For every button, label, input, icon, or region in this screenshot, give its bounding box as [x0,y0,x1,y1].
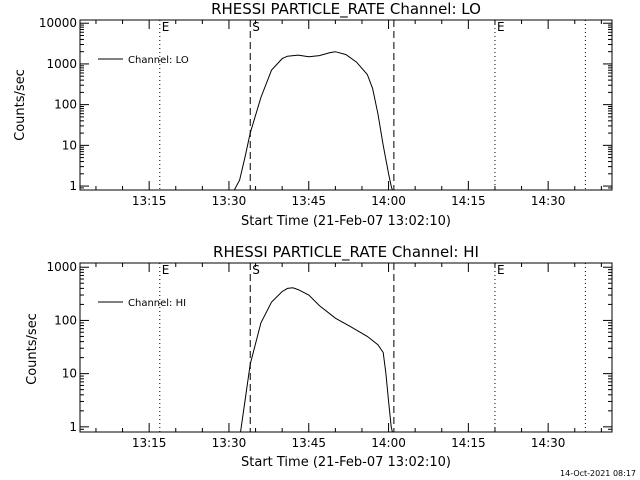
series-line [233,51,393,190]
x-tick-label: 13:30 [212,194,247,208]
y-tick-label: 1 [69,420,77,434]
x-tick-label: 14:15 [451,194,486,208]
chart-panel-1: RHESSI PARTICLE_RATE Channel: LO Counts/s… [13,0,613,229]
plot-frame [79,262,613,433]
legend-entry: Channel: LO [128,55,189,66]
y-axis-label: Counts/sec [25,313,40,385]
x-tick-label: 13:45 [291,436,326,450]
y-tick-label: 1000 [46,260,77,274]
y-tick-label: 1 [69,179,77,193]
chart-panel-2: RHESSI PARTICLE_RATE Channel: HI Counts/s… [25,243,613,470]
x-tick-label: 14:15 [451,436,486,450]
timestamp: 14-Oct-2021 08:17 [560,469,636,478]
y-tick-label: 100 [54,313,77,327]
x-tick-label: 14:30 [531,436,566,450]
marker-label: E [162,20,170,34]
x-axis-label: Start Time (21-Feb-07 13:02:10) [241,214,451,229]
y-tick-label: 10000 [39,16,77,30]
x-tick-label: 13:15 [132,194,167,208]
y-tick-label: 100 [54,98,77,112]
marker-label: S [252,263,260,277]
marker-label: E [497,263,505,277]
y-tick-label: 10 [62,138,77,152]
series-line [240,287,393,432]
chart-title: RHESSI PARTICLE_RATE Channel: LO [211,0,481,19]
y-axis-label: Counts/sec [13,69,28,141]
x-tick-label: 13:45 [291,194,326,208]
marker-label: E [162,263,170,277]
x-tick-label: 14:00 [371,194,406,208]
chart-title: RHESSI PARTICLE_RATE Channel: HI [213,243,479,262]
y-tick-label: 10 [62,367,77,381]
x-tick-label: 13:15 [132,436,167,450]
y-tick-label: 1000 [46,57,77,71]
marker-label: S [252,20,260,34]
x-tick-label: 14:00 [371,436,406,450]
legend-entry: Channel: HI [128,298,186,309]
x-axis-label: Start Time (21-Feb-07 13:02:10) [241,455,451,470]
marker-label: E [497,20,505,34]
x-tick-label: 13:30 [212,436,247,450]
x-tick-label: 14:30 [531,194,566,208]
